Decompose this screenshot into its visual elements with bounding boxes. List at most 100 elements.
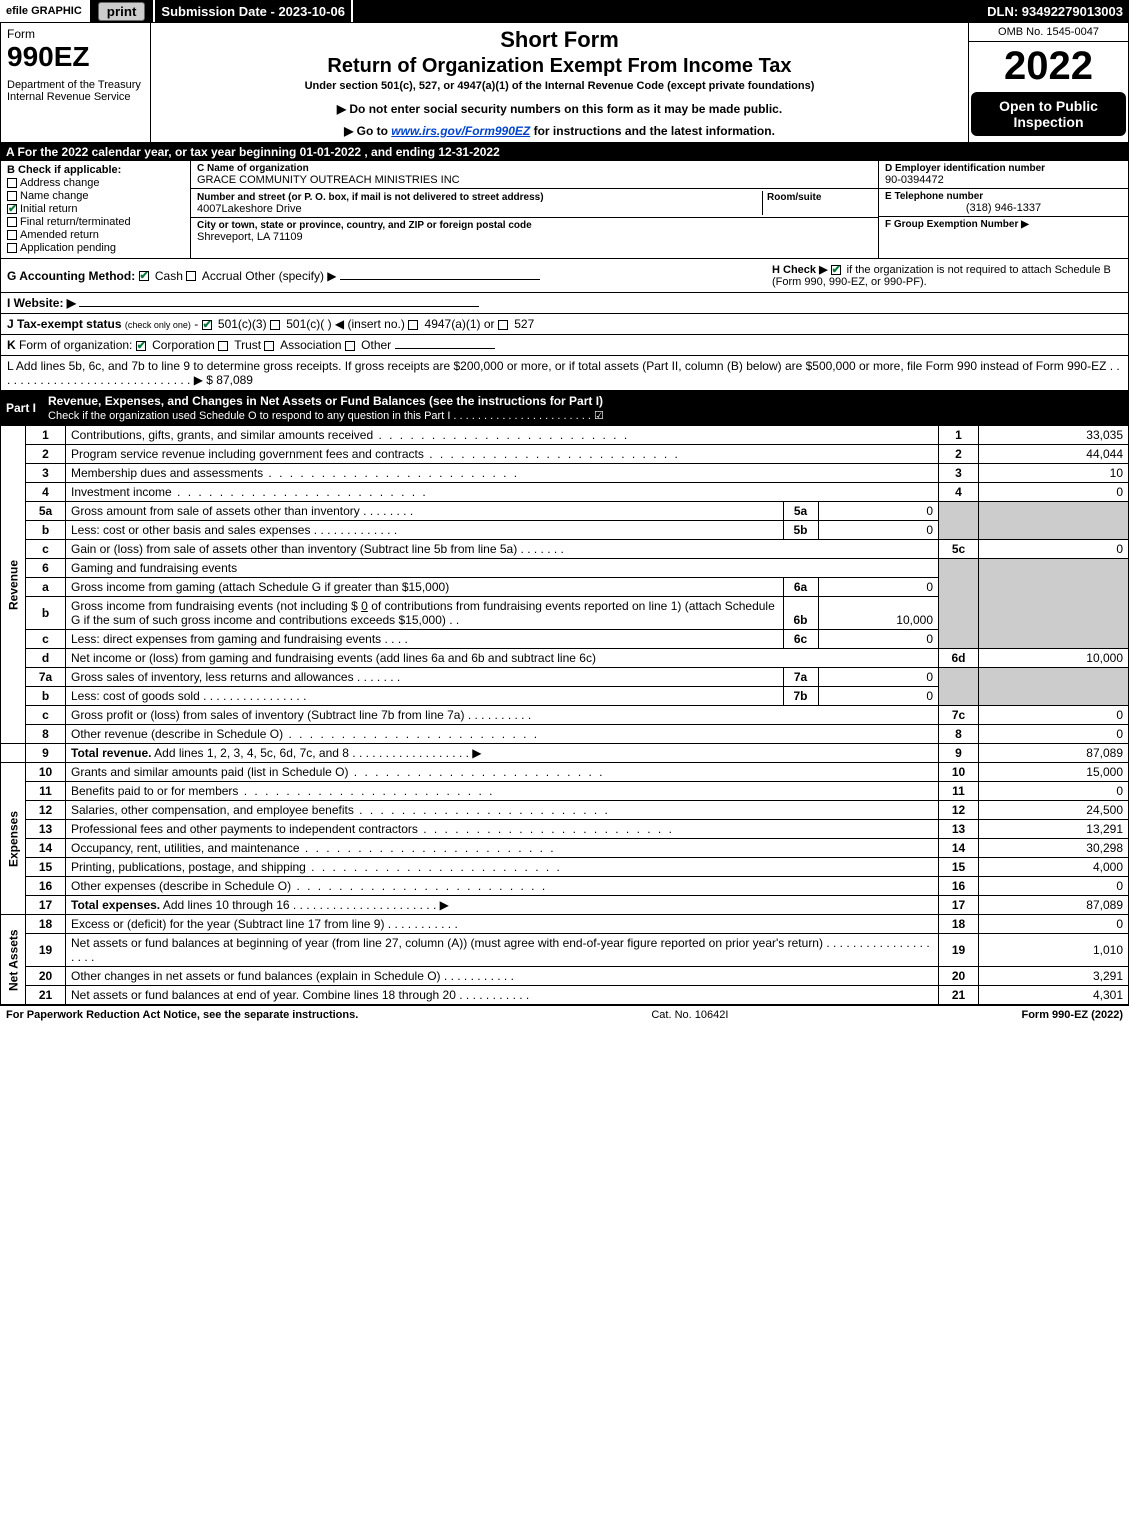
dln-number: DLN: 93492279013003: [981, 0, 1129, 22]
line-6-text: Gaming and fundraising events: [66, 559, 939, 578]
org-name-label: C Name of organization: [197, 163, 872, 174]
chk-label: Initial return: [20, 203, 77, 215]
header-grid: B Check if applicable: Address change Na…: [0, 161, 1129, 259]
efile-label: efile GRAPHIC: [0, 0, 90, 22]
chk-label: Address change: [20, 177, 100, 189]
line-ref: 12: [939, 801, 979, 820]
line-5b: Less: cost or other basis and sales expe…: [66, 521, 939, 540]
line-5c-text: Gain or (loss) from sale of assets other…: [66, 540, 939, 559]
line-13-text: Professional fees and other payments to …: [66, 820, 939, 839]
line-5a: Gross amount from sale of assets other t…: [66, 502, 939, 521]
ein-label: D Employer identification number: [885, 163, 1122, 174]
footer-left: For Paperwork Reduction Act Notice, see …: [6, 1009, 358, 1021]
line-5c-value: 0: [979, 540, 1129, 559]
row-i: I Website: ▶: [0, 293, 1129, 314]
chk-final-return[interactable]: Final return/terminated: [7, 216, 184, 228]
chk-cash[interactable]: [139, 271, 149, 281]
goto-link[interactable]: www.irs.gov/Form990EZ: [391, 124, 530, 138]
chk-address-change[interactable]: Address change: [7, 177, 184, 189]
line-ref: 15: [939, 858, 979, 877]
chk-schedule-b[interactable]: [831, 265, 841, 275]
line-1-value: 33,035: [979, 426, 1129, 445]
chk-label: Application pending: [20, 242, 116, 254]
line-18-value: 0: [979, 915, 1129, 934]
line-ref: 5c: [939, 540, 979, 559]
line-12-value: 24,500: [979, 801, 1129, 820]
line-7b: Less: cost of goods sold . . . . . . . .…: [66, 687, 939, 706]
chk-initial-return[interactable]: Initial return: [7, 203, 184, 215]
line-13-value: 13,291: [979, 820, 1129, 839]
cash-label: Cash: [155, 269, 183, 283]
line-17-text: Total expenses. Add lines 10 through 16 …: [66, 896, 939, 915]
line-20-text: Other changes in net assets or fund bala…: [66, 967, 939, 986]
section-c: C Name of organization GRACE COMMUNITY O…: [191, 161, 878, 258]
line-7c-text: Gross profit or (loss) from sales of inv…: [66, 706, 939, 725]
ssn-warning: ▶ Do not enter social security numbers o…: [161, 102, 958, 116]
chk-accrual[interactable]: [186, 271, 196, 281]
header-right: OMB No. 1545-0047 2022 Open to Public In…: [968, 23, 1128, 142]
chk-other-org[interactable]: [345, 341, 355, 351]
chk-name-change[interactable]: Name change: [7, 190, 184, 202]
section-d: D Employer identification number 90-0394…: [878, 161, 1128, 258]
line-ref: 16: [939, 877, 979, 896]
chk-501c3[interactable]: [202, 320, 212, 330]
part1-sub: Check if the organization used Schedule …: [48, 410, 604, 422]
other-specify-input[interactable]: [340, 279, 540, 280]
header-left: Form 990EZ Department of the Treasury In…: [1, 23, 151, 142]
row-j-tax-exempt: J Tax-exempt status (check only one) - 5…: [0, 314, 1129, 335]
ein-value: 90-0394472: [885, 174, 1122, 186]
line-8-value: 0: [979, 725, 1129, 744]
footer-cat: Cat. No. 10642I: [651, 1009, 728, 1021]
print-button[interactable]: print: [98, 2, 146, 21]
goto-suffix: for instructions and the latest informat…: [530, 124, 775, 138]
chk-label: Final return/terminated: [20, 216, 131, 228]
line-ref: 21: [939, 986, 979, 1005]
line-ref: 4: [939, 483, 979, 502]
form-number: 990EZ: [7, 41, 144, 73]
footer: For Paperwork Reduction Act Notice, see …: [0, 1005, 1129, 1024]
line-ref: 2: [939, 445, 979, 464]
chk-4947[interactable]: [408, 320, 418, 330]
line-ref: 1: [939, 426, 979, 445]
line-9-value: 87,089: [979, 744, 1129, 763]
line-3-text: Membership dues and assessments: [66, 464, 939, 483]
room-label: Room/suite: [767, 192, 821, 203]
h-label: H Check ▶: [772, 264, 828, 276]
line-ref: 10: [939, 763, 979, 782]
line-ref: 19: [939, 934, 979, 967]
goto-line: ▶ Go to www.irs.gov/Form990EZ for instru…: [161, 124, 958, 138]
form-title: Short Form: [161, 27, 958, 53]
chk-trust[interactable]: [218, 341, 228, 351]
section-a: A For the 2022 calendar year, or tax yea…: [0, 143, 1129, 161]
street-label: Number and street (or P. O. box, if mail…: [197, 192, 544, 203]
section-b: B Check if applicable: Address change Na…: [1, 161, 191, 258]
line-16-text: Other expenses (describe in Schedule O): [66, 877, 939, 896]
chk-527[interactable]: [498, 320, 508, 330]
chk-corporation[interactable]: [136, 341, 146, 351]
chk-amended-return[interactable]: Amended return: [7, 229, 184, 241]
line-7a: Gross sales of inventory, less returns a…: [66, 668, 939, 687]
part1-header: Part I Revenue, Expenses, and Changes in…: [0, 391, 1129, 425]
line-ref: 18: [939, 915, 979, 934]
open-inspection: Open to Public Inspection: [971, 92, 1126, 136]
phone-value: (318) 946-1337: [885, 202, 1122, 214]
chk-association[interactable]: [264, 341, 274, 351]
line-ref: 11: [939, 782, 979, 801]
line-10-value: 15,000: [979, 763, 1129, 782]
line-17-value: 87,089: [979, 896, 1129, 915]
line-3-value: 10: [979, 464, 1129, 483]
phone-label: E Telephone number: [885, 191, 1122, 202]
chk-label: Amended return: [20, 229, 99, 241]
website-input[interactable]: [79, 306, 479, 307]
chk-application-pending[interactable]: Application pending: [7, 242, 184, 254]
top-bar: efile GRAPHIC print Submission Date - 20…: [0, 0, 1129, 22]
part1-title: Revenue, Expenses, and Changes in Net As…: [48, 394, 603, 408]
chk-501c[interactable]: [270, 320, 280, 330]
revenue-side-label: Revenue: [1, 426, 26, 744]
footer-right: Form 990-EZ (2022): [1021, 1009, 1123, 1021]
line-4-text: Investment income: [66, 483, 939, 502]
accounting-label: G Accounting Method:: [7, 269, 135, 283]
other-org-input[interactable]: [395, 348, 495, 349]
line-10-text: Grants and similar amounts paid (list in…: [66, 763, 939, 782]
line-14-value: 30,298: [979, 839, 1129, 858]
